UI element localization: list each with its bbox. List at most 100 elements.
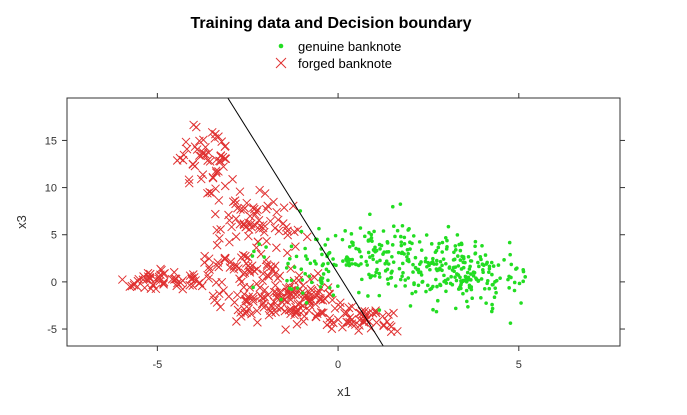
genuine-point (406, 228, 410, 232)
forged-point (138, 275, 148, 285)
genuine-point (383, 261, 388, 266)
genuine-point (463, 278, 468, 282)
genuine-point (512, 280, 517, 285)
genuine-point (492, 295, 497, 300)
genuine-point (440, 250, 445, 254)
forged-point (212, 225, 222, 235)
genuine-point (428, 287, 432, 292)
genuine-point (289, 287, 294, 291)
genuine-point (399, 251, 404, 256)
forged-point (283, 226, 292, 236)
forged-point (272, 303, 282, 312)
genuine-point (483, 253, 488, 257)
forged-point (213, 258, 223, 267)
genuine-point (496, 263, 501, 267)
forged-point (266, 216, 275, 226)
genuine-point (502, 258, 506, 262)
forged-point (328, 318, 338, 328)
genuine-point (498, 276, 502, 280)
forged-point (238, 250, 248, 260)
genuine-point (507, 240, 512, 245)
forged-point (262, 262, 272, 272)
genuine-point (464, 288, 469, 293)
forged-point (200, 251, 210, 261)
genuine-point (509, 262, 514, 267)
forged-point (259, 227, 269, 237)
forged-point (154, 272, 164, 282)
genuine-point (487, 264, 492, 269)
legend-genuine-marker (278, 43, 284, 49)
genuine-point (325, 237, 330, 242)
forged-point (204, 254, 214, 264)
forged-point (196, 151, 206, 161)
genuine-point (466, 277, 471, 282)
genuine-point (423, 259, 428, 264)
genuine-point (374, 270, 378, 275)
y-tick-label: 0 (51, 277, 57, 289)
forged-point (269, 197, 278, 207)
genuine-point (506, 277, 510, 282)
genuine-point (473, 244, 477, 249)
forged-point (260, 285, 270, 295)
genuine-point (377, 275, 382, 279)
forged-point (211, 168, 221, 177)
genuine-point (457, 242, 461, 247)
forged-point (239, 304, 249, 314)
legend-forged-label: forged banknote (298, 56, 392, 71)
forged-point (379, 320, 389, 330)
forged-point (242, 198, 252, 208)
genuine-point (343, 229, 347, 233)
genuine-point (490, 306, 495, 311)
forged-point (227, 222, 236, 232)
genuine-point (434, 309, 439, 314)
forged-point (292, 307, 302, 317)
forged-point (146, 274, 155, 284)
forged-point (255, 185, 264, 195)
genuine-point (334, 263, 338, 268)
forged-point (211, 166, 221, 176)
genuine-point (406, 251, 410, 256)
forged-point (292, 319, 302, 329)
genuine-point (519, 301, 523, 305)
forged-point (263, 201, 273, 211)
genuine-point (507, 286, 511, 290)
genuine-point (470, 296, 474, 300)
genuine-point (307, 274, 312, 279)
genuine-point (399, 243, 404, 248)
genuine-point (390, 204, 395, 209)
genuine-point (350, 257, 355, 262)
forged-point (216, 151, 225, 161)
forged-point (188, 159, 198, 169)
genuine-point (413, 289, 418, 294)
forged-point (197, 281, 207, 291)
forged-point (224, 210, 233, 220)
forged-point (225, 237, 234, 247)
genuine-point (320, 263, 325, 268)
forged-point (220, 181, 230, 191)
genuine-point (432, 262, 436, 266)
genuine-point (490, 272, 494, 277)
genuine-point (369, 236, 374, 240)
genuine-point (481, 270, 485, 275)
genuine-point (366, 239, 371, 243)
genuine-point (378, 258, 382, 263)
genuine-point (440, 263, 444, 268)
genuine-point (493, 286, 498, 290)
genuine-point (303, 254, 308, 258)
genuine-point (465, 270, 470, 275)
x-tick-label: 0 (335, 359, 341, 371)
forged-point (342, 308, 352, 318)
genuine-point (264, 245, 268, 249)
genuine-point (347, 263, 352, 268)
forged-point (281, 325, 290, 334)
genuine-point (453, 244, 458, 248)
genuine-point (514, 267, 518, 271)
forged-point (260, 189, 270, 198)
forged-point (220, 154, 230, 163)
forged-point (280, 306, 290, 316)
forged-point (239, 289, 249, 299)
forged-point (125, 282, 135, 292)
genuine-point (459, 283, 463, 287)
genuine-point (300, 278, 305, 282)
forged-point (271, 280, 280, 290)
